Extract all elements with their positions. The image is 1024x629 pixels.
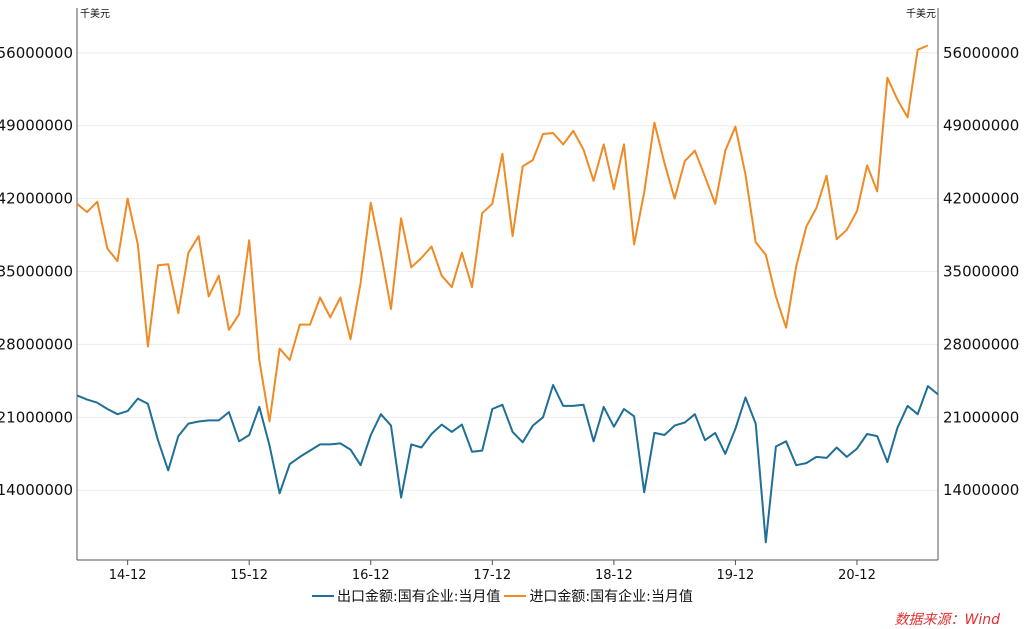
- y-axis-right-unit: 千美元: [906, 7, 936, 20]
- y-axis-left-ticks: 56000000 49000000 42000000 35000000 28000000…: [0, 44, 73, 499]
- y-tick-label-left: 42000000: [0, 190, 73, 208]
- y-tick-label-right: 56000000: [943, 44, 1019, 62]
- y-tick-label-right: 35000000: [943, 263, 1019, 281]
- y-tick-label-left: 14000000: [0, 481, 73, 499]
- y-tick-label-left: 28000000: [0, 335, 73, 353]
- data-source: 数据来源：Wind: [894, 612, 1001, 628]
- y-tick-label-right: 49000000: [943, 117, 1019, 135]
- series-line-import: [76, 44, 929, 423]
- legend-item-export: 出口金额:国有企业:当月值: [312, 586, 500, 606]
- y-tick-label-left: 21000000: [0, 408, 73, 426]
- x-tick-label: 20-12: [838, 568, 876, 583]
- x-axis-ticks: 14-12 15-12 16-12 17-12 18-12 19-12 20-12: [109, 560, 876, 583]
- x-tick-label: 17-12: [473, 568, 511, 583]
- legend: 出口金额:国有企业:当月值 进口金额:国有企业:当月值: [312, 586, 697, 606]
- x-tick-label: 16-12: [352, 568, 390, 583]
- x-tick-label: 14-12: [109, 568, 147, 583]
- axes: [76, 8, 939, 561]
- x-tick-label: 15-12: [230, 568, 268, 583]
- y-tick-label-left: 56000000: [0, 44, 73, 62]
- gridlines: [77, 52, 938, 491]
- legend-label-export: 出口金额:国有企业:当月值: [337, 589, 501, 605]
- y-tick-label-right: 14000000: [943, 481, 1019, 499]
- y-tick-label-left: 49000000: [0, 117, 73, 135]
- y-tick-label-left: 35000000: [0, 263, 73, 281]
- y-axis-left-unit: 千美元: [80, 7, 110, 20]
- y-tick-label-right: 21000000: [943, 408, 1019, 426]
- series-lines: [76, 44, 939, 544]
- y-tick-label-right: 28000000: [943, 335, 1019, 353]
- x-tick-label: 19-12: [717, 568, 755, 583]
- x-tick-label: 18-12: [595, 568, 633, 583]
- legend-item-import: 进口金额:国有企业:当月值: [504, 586, 693, 606]
- legend-label-import: 进口金额:国有企业:当月值: [529, 589, 693, 605]
- series-line-export: [76, 384, 939, 544]
- legend-swatch-export: [312, 595, 334, 597]
- y-axis-right-ticks: 56000000 49000000 42000000 35000000 28000000…: [943, 44, 1019, 499]
- y-tick-label-right: 42000000: [943, 190, 1019, 208]
- legend-swatch-import: [504, 595, 527, 597]
